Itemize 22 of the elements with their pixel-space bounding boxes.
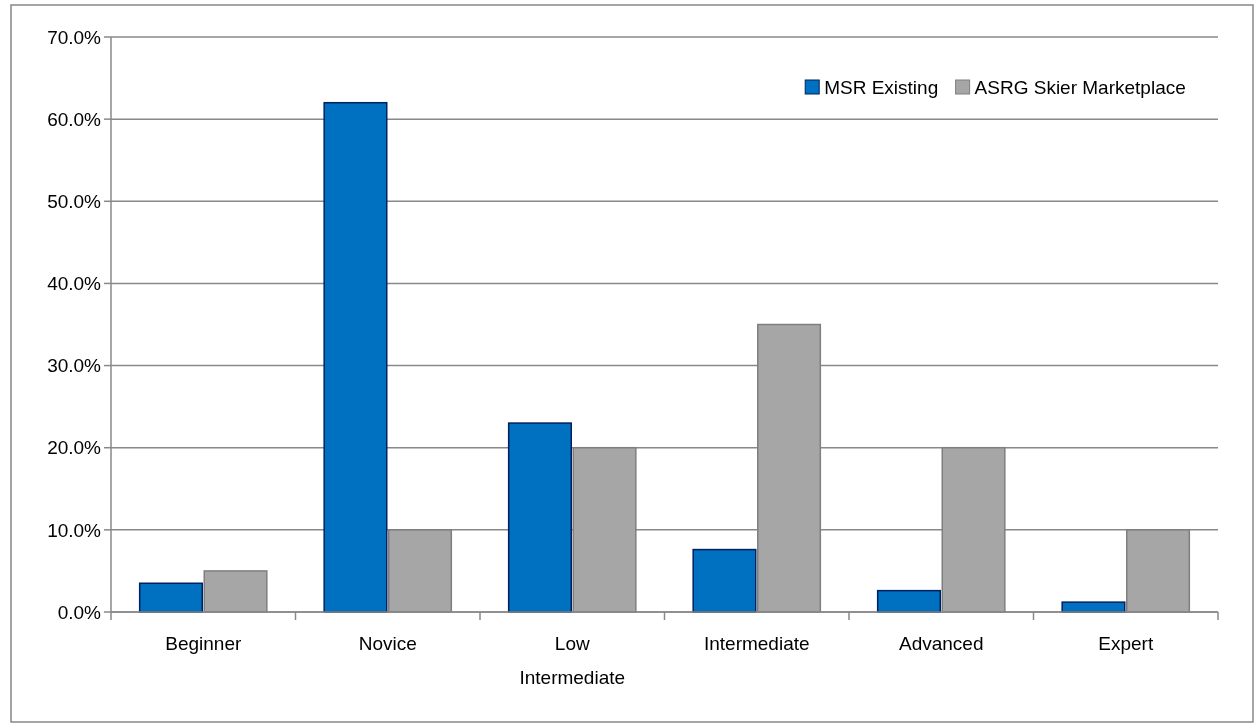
legend-label: MSR Existing (824, 76, 939, 98)
x-tick-label: Expert (1098, 633, 1154, 654)
x-tick-label: Intermediate (703, 633, 810, 654)
bar (507, 422, 572, 613)
y-tick-label: 60.0% (47, 108, 102, 130)
y-tick-label: 40.0% (47, 273, 102, 295)
x-tick-label: Advanced (898, 633, 984, 654)
x-tick-label: Beginner (165, 633, 242, 654)
y-tick-label: 30.0% (47, 355, 102, 377)
bar (876, 589, 941, 613)
bar (1061, 601, 1126, 613)
y-tick-label: 0.0% (57, 601, 102, 623)
y-tick-label: 50.0% (47, 190, 102, 212)
x-tick-label: Novice (358, 633, 417, 654)
y-tick-label: 70.0% (47, 26, 102, 48)
bar (323, 101, 388, 613)
legend-label: ASRG Skier Marketplace (974, 76, 1186, 98)
y-tick-label: 20.0% (47, 437, 102, 459)
y-tick-label: 10.0% (47, 519, 102, 541)
bar (138, 582, 203, 613)
x-tick-label: Low Intermediate (519, 633, 626, 688)
bar (692, 548, 757, 613)
